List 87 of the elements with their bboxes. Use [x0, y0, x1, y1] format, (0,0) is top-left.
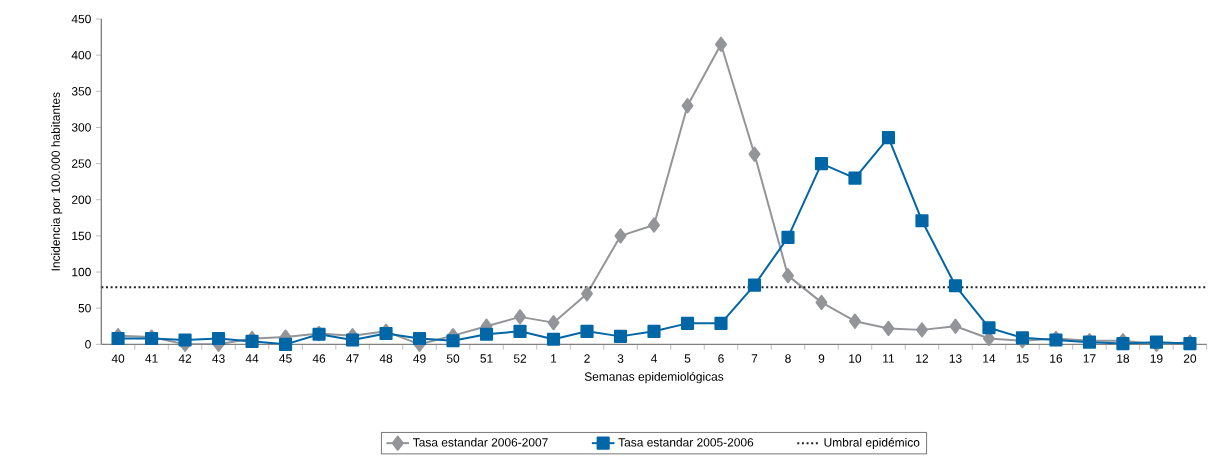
point — [245, 334, 259, 349]
point — [1015, 331, 1030, 345]
x-tick-label: 12 — [916, 354, 929, 363]
x-tick-label: 51 — [480, 354, 493, 363]
x-tick-label: 2 — [584, 354, 590, 363]
x-tick-label: 48 — [379, 354, 393, 363]
point — [581, 286, 593, 302]
point — [781, 230, 795, 244]
point — [948, 279, 963, 293]
point — [915, 214, 929, 228]
x-tick-label: 40 — [111, 354, 125, 363]
point — [848, 171, 862, 185]
x-tick-label: 45 — [279, 354, 292, 363]
point — [1116, 337, 1130, 351]
point — [715, 36, 727, 52]
x-tick-label: 5 — [684, 354, 691, 363]
x-tick-label: 44 — [245, 354, 259, 363]
x-tick-label: 46 — [312, 354, 326, 363]
y-tick-label: 400 — [71, 50, 91, 60]
x-tick-label: 14 — [983, 354, 996, 363]
point — [915, 322, 928, 338]
y-tick-label: 0 — [85, 340, 91, 349]
x-tick-label: 47 — [346, 354, 359, 363]
point — [446, 334, 460, 348]
point — [681, 98, 694, 114]
x-tick-label: 1 — [551, 354, 557, 363]
point — [748, 146, 761, 162]
x-tick-label: 49 — [413, 354, 426, 363]
x-tick-label: 18 — [1117, 354, 1130, 363]
point — [949, 318, 962, 334]
x-tick-label: 15 — [1016, 354, 1029, 363]
point — [680, 316, 695, 330]
x-tick-label: 3 — [617, 354, 624, 363]
point — [782, 268, 794, 284]
point — [278, 337, 293, 351]
y-tick-label: 350 — [71, 87, 91, 96]
y-tick-label: 450 — [71, 14, 91, 24]
x-tick-label: 17 — [1083, 354, 1096, 363]
x-tick-label: 19 — [1150, 354, 1163, 363]
legend-label: Umbral epidémico — [824, 437, 920, 450]
x-tick-label: 9 — [818, 354, 825, 363]
y-axis-title: Incidencia por 100.000 habitantes — [51, 92, 63, 271]
x-tick-label: 16 — [1050, 354, 1063, 363]
x-tick-label: 4 — [650, 354, 657, 363]
legend-label: Tasa estandar 2005-2006 — [618, 437, 754, 447]
point — [211, 331, 226, 346]
y-tick-label: 150 — [72, 231, 91, 241]
point — [178, 333, 192, 347]
point — [814, 157, 829, 171]
point — [412, 331, 427, 346]
point — [881, 130, 896, 145]
point — [848, 313, 861, 329]
x-tick-label: 6 — [718, 354, 724, 363]
point — [815, 294, 828, 311]
point — [546, 332, 561, 346]
point — [714, 316, 728, 330]
y-tick-label: 100 — [72, 267, 91, 277]
x-tick-label: 43 — [212, 354, 225, 363]
x-tick-label: 7 — [751, 354, 758, 363]
point — [513, 324, 527, 338]
point — [613, 329, 628, 343]
point — [614, 228, 627, 244]
point — [345, 333, 360, 347]
point — [479, 327, 494, 341]
point — [882, 320, 895, 337]
point — [982, 321, 996, 335]
point — [580, 324, 594, 338]
x-tick-label: 11 — [883, 354, 895, 363]
x-tick-label: 20 — [1183, 354, 1197, 363]
y-tick-label: 50 — [78, 303, 91, 313]
x-tick-label: 42 — [178, 354, 192, 363]
y-tick-label: 200 — [71, 195, 91, 204]
x-tick-label: 8 — [785, 354, 791, 363]
x-tick-label: 41 — [145, 354, 158, 363]
y-tick-label: 250 — [71, 159, 91, 168]
point — [747, 278, 762, 292]
x-tick-label: 52 — [513, 354, 527, 363]
x-tick-label: 13 — [949, 354, 962, 363]
point — [648, 217, 660, 233]
x-axis-title: Semanas epidemiológicas — [584, 371, 724, 384]
point — [514, 309, 527, 325]
point — [547, 315, 560, 331]
point — [647, 324, 661, 338]
legend-label: Tasa estandar 2006-2007 — [413, 437, 548, 447]
y-tick-label: 300 — [71, 123, 91, 132]
x-tick-label: 10 — [849, 354, 862, 363]
x-tick-label: 50 — [446, 354, 460, 363]
